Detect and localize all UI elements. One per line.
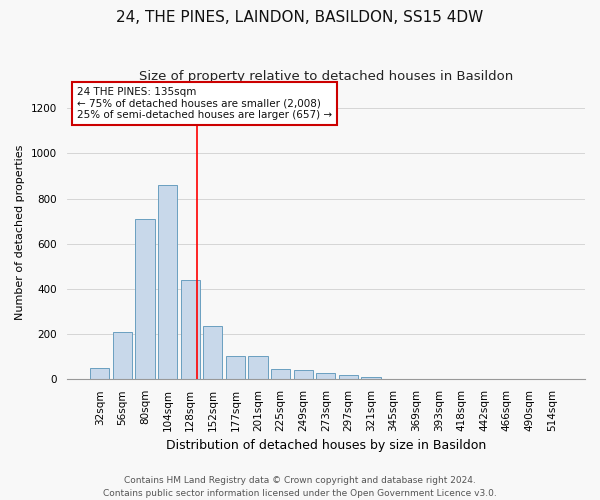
Bar — [226, 356, 245, 380]
Text: 24, THE PINES, LAINDON, BASILDON, SS15 4DW: 24, THE PINES, LAINDON, BASILDON, SS15 4… — [116, 10, 484, 25]
Bar — [90, 368, 109, 380]
Bar — [113, 332, 132, 380]
Bar — [316, 372, 335, 380]
Bar — [339, 375, 358, 380]
Text: Contains HM Land Registry data © Crown copyright and database right 2024.
Contai: Contains HM Land Registry data © Crown c… — [103, 476, 497, 498]
Bar — [361, 377, 380, 380]
Bar — [158, 185, 177, 380]
Bar — [248, 356, 268, 380]
Bar — [181, 280, 200, 380]
Bar — [136, 219, 155, 380]
X-axis label: Distribution of detached houses by size in Basildon: Distribution of detached houses by size … — [166, 440, 486, 452]
Text: 24 THE PINES: 135sqm
← 75% of detached houses are smaller (2,008)
25% of semi-de: 24 THE PINES: 135sqm ← 75% of detached h… — [77, 87, 332, 120]
Y-axis label: Number of detached properties: Number of detached properties — [15, 145, 25, 320]
Bar — [203, 326, 223, 380]
Title: Size of property relative to detached houses in Basildon: Size of property relative to detached ho… — [139, 70, 513, 83]
Bar — [293, 370, 313, 380]
Bar — [271, 369, 290, 380]
